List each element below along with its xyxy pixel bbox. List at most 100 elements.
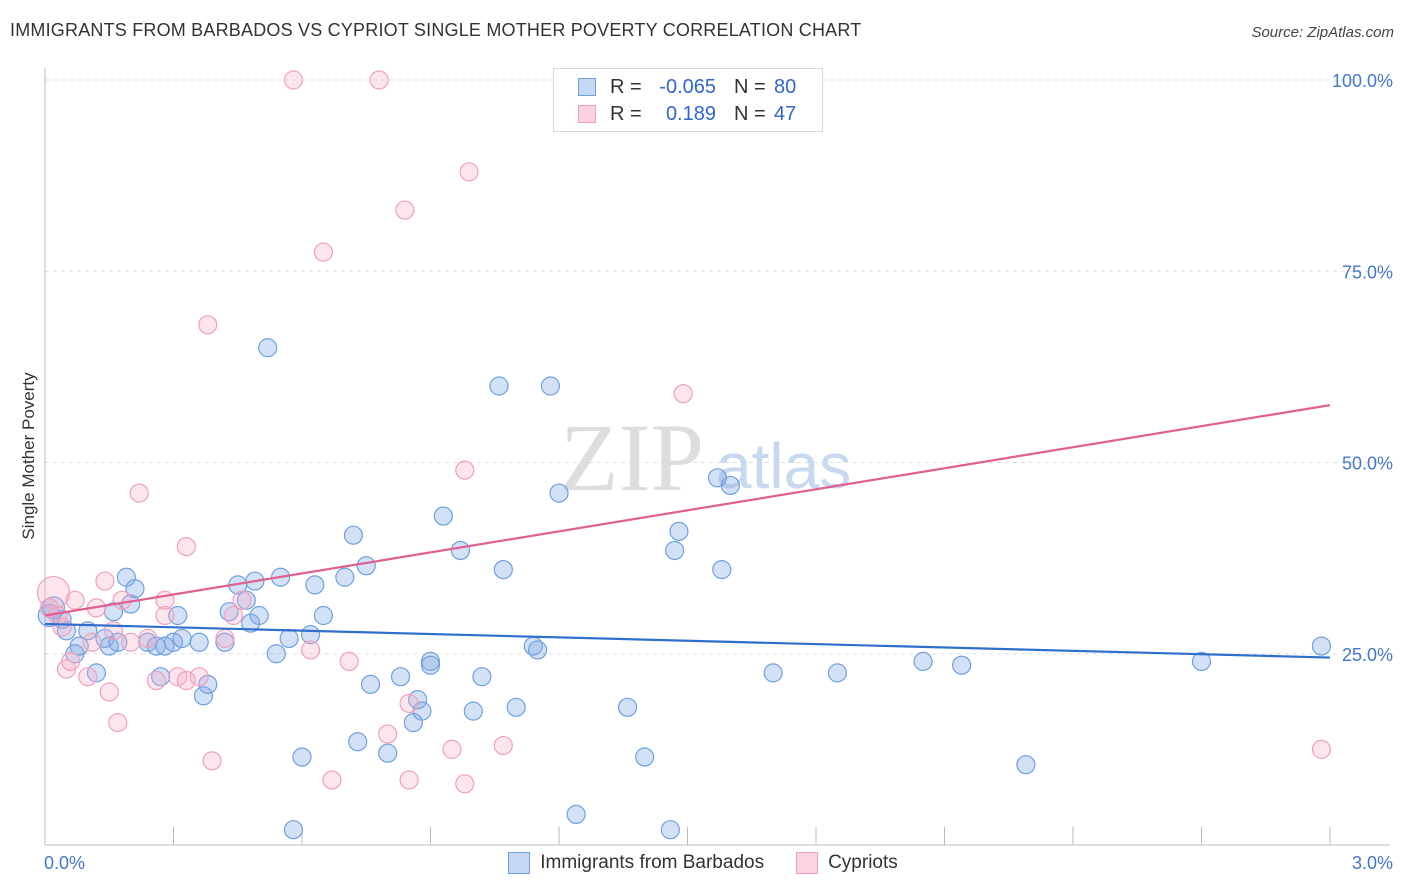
y-axis-label: Single Mother Poverty: [19, 372, 38, 540]
barbados-point: [356, 556, 376, 576]
r-label: R =: [610, 75, 642, 98]
barbados-point: [913, 651, 933, 672]
n-label: N =: [734, 102, 766, 125]
barbados-point: [360, 674, 381, 694]
y-tick-label: 75.0%: [1342, 262, 1393, 282]
cypriot-point: [99, 682, 119, 702]
cypriot-point: [283, 70, 304, 90]
r-value: 0.189: [665, 102, 716, 125]
barbados-point: [189, 632, 209, 652]
cypriot-point: [339, 651, 359, 672]
r-label: R =: [610, 102, 642, 125]
series-legend: Immigrants from Barbados Cypriots: [0, 852, 1406, 874]
barbados-point: [193, 686, 214, 706]
barbados-point: [472, 667, 492, 687]
barbados-point: [540, 376, 561, 396]
cypriot-trend-line: [44, 404, 1331, 617]
barbados-point: [69, 636, 89, 656]
cypriot-point: [155, 605, 175, 626]
barbados-point: [665, 540, 685, 561]
cypriot-point: [673, 384, 693, 404]
cypriot-point: [176, 537, 196, 557]
axes: [44, 68, 1390, 846]
blue-swatch-icon: [508, 852, 531, 874]
watermark-zip: ZIP: [560, 404, 704, 511]
barbados-point: [420, 655, 441, 675]
barbados-trend-line: [44, 622, 1331, 659]
legend-item-barbados[interactable]: Immigrants from Barbados: [508, 852, 764, 874]
barbados-point: [720, 475, 740, 496]
barbados-point: [827, 663, 848, 683]
cypriot-point: [78, 667, 98, 687]
cypriot-point: [129, 483, 149, 503]
barbados-point: [549, 483, 569, 503]
cypriot-point: [198, 315, 218, 335]
cypriot-point: [138, 628, 158, 649]
cypriot-point: [61, 651, 81, 672]
barbados-point: [1191, 651, 1212, 672]
barbados-point: [78, 621, 98, 641]
barbados-point: [305, 575, 325, 595]
cypriot-point: [108, 712, 128, 733]
cypriot-point: [399, 770, 419, 790]
barbados-point: [1311, 636, 1332, 656]
barbados-point: [258, 338, 278, 358]
n-label: N =: [734, 75, 766, 98]
barbados-point: [952, 655, 972, 675]
tick-labels: 25.0% 50.0% 75.0% 100.0% 0.0% 3.0%: [44, 71, 1393, 873]
cypriot-point: [82, 632, 102, 652]
cypriot-point: [215, 628, 235, 649]
legend-label: Cypriots: [828, 852, 898, 873]
legend-row-barbados: R = -0.065 N = 80: [578, 75, 796, 99]
y-tick-label: 50.0%: [1342, 454, 1393, 474]
barbados-point: [390, 667, 411, 687]
barbados-point: [493, 559, 513, 580]
barbados-point: [335, 567, 355, 587]
barbados-point: [249, 605, 269, 626]
barbados-point: [660, 820, 680, 840]
barbados-point: [313, 605, 334, 626]
barbados-point: [527, 640, 548, 660]
cypriot-point: [52, 617, 72, 637]
n-value: 80: [774, 75, 797, 98]
barbados-point: [617, 697, 638, 717]
cypriot-point: [442, 739, 462, 759]
y-tick-label: 25.0%: [1342, 645, 1393, 665]
correlation-legend: R = -0.065 N = 80 R = 0.189 N = 47: [553, 68, 823, 132]
barbados-point: [343, 525, 363, 545]
n-value: 47: [774, 102, 797, 125]
trend-lines: [44, 404, 1331, 659]
source-credit: Source: ZipAtlas.com: [1251, 24, 1394, 41]
cypriot-point: [322, 770, 342, 790]
barbados-point: [292, 747, 312, 767]
cypriot-point: [313, 242, 334, 262]
cypriot-point: [455, 460, 475, 480]
barbados-point: [566, 804, 586, 825]
barbados-point: [266, 644, 286, 664]
cypriot-point: [146, 670, 166, 691]
cypriot-point: [223, 605, 244, 626]
barbados-point: [463, 701, 483, 721]
barbados-point: [378, 743, 398, 763]
y-tick-label: 100.0%: [1332, 71, 1393, 91]
barbados-point: [283, 820, 304, 840]
x-tick-label-max: 3.0%: [1352, 853, 1393, 873]
pink-swatch-icon: [796, 852, 819, 874]
barbados-point: [433, 506, 453, 526]
cypriot-point: [121, 632, 141, 652]
cypriot-point: [65, 590, 85, 610]
cypriot-point: [378, 724, 398, 744]
legend-row-cypriots: R = 0.189 N = 47: [578, 102, 796, 126]
barbados-point: [489, 376, 509, 396]
barbados-point: [1016, 755, 1036, 775]
pink-swatch-icon: [578, 105, 596, 123]
cypriot-point: [112, 590, 132, 610]
barbados-point: [506, 697, 526, 717]
legend-item-cypriots[interactable]: Cypriots: [796, 852, 898, 874]
cypriot-point: [369, 70, 389, 90]
barbados-point: [348, 732, 368, 752]
barbados-point: [172, 628, 192, 649]
cypriot-point: [232, 590, 252, 610]
barbados-point: [450, 540, 471, 561]
barbados-point: [712, 559, 732, 580]
